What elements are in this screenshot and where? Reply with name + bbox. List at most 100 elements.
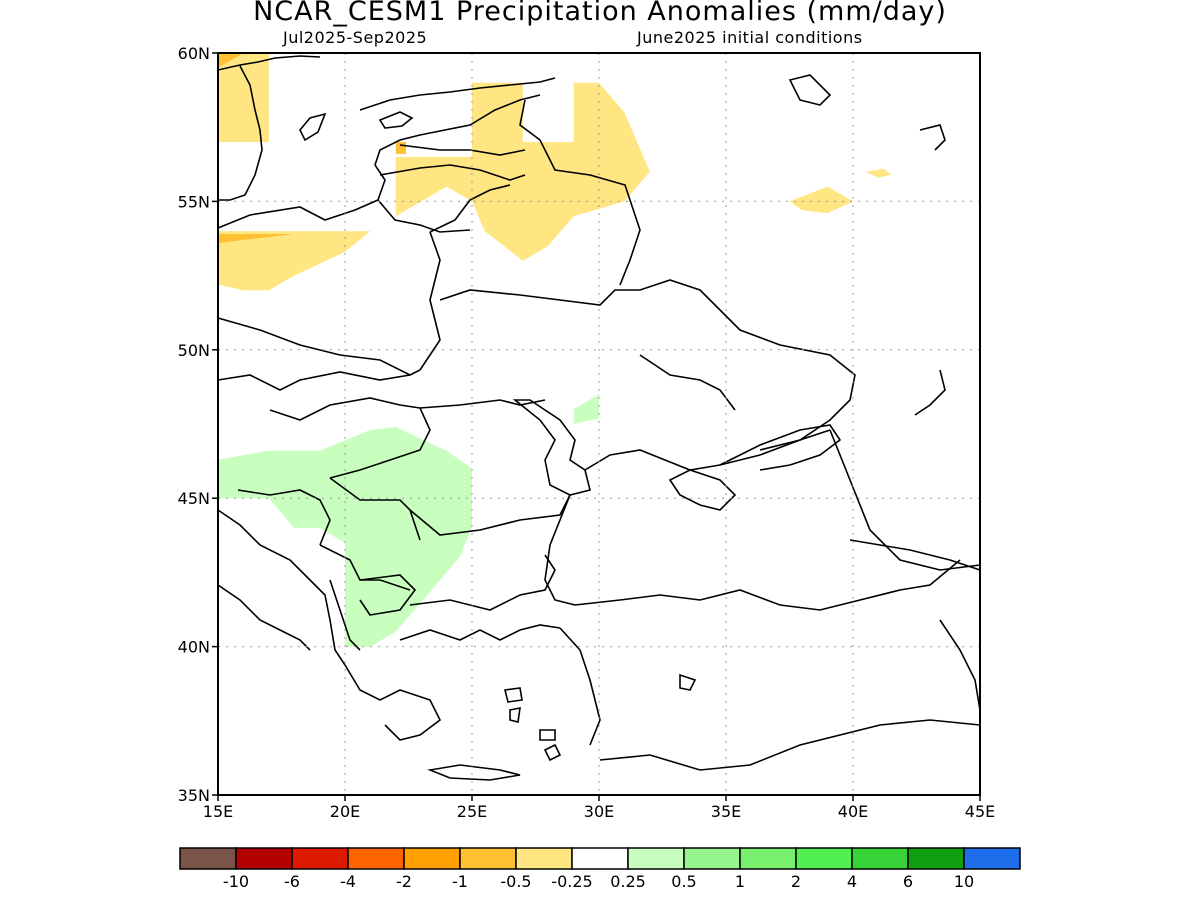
anomaly-region-dry-baltic: [395, 82, 650, 261]
colorbar-label: 0.5: [671, 872, 696, 891]
colorbar-label: 10: [954, 872, 974, 891]
coastline-black-sea-west: [544, 494, 576, 606]
colorbar-swatch: [347, 847, 405, 870]
border-czech-slovakia: [217, 371, 411, 391]
border-belarus-ukraine: [439, 279, 721, 311]
anomaly-region-wet-balkans: [218, 427, 472, 647]
border-estonia-russia: [519, 99, 631, 201]
lat-tick-label: 50N: [178, 341, 210, 360]
lake-tuz: [679, 673, 697, 691]
anomaly-region-wet-moldova: [573, 394, 599, 424]
river-volga-reservoir: [788, 74, 832, 106]
colorbar-swatch: [459, 847, 517, 870]
coastline-sweden: [217, 55, 321, 201]
colorbar-swatch: [291, 847, 349, 870]
colorbar-swatch: [683, 847, 741, 870]
colorbar-swatch: [627, 847, 685, 870]
border-moldova: [512, 399, 591, 496]
colorbar-label: -1: [452, 872, 468, 891]
coastline-gulf-finland: [359, 77, 556, 111]
coastline-caucasus: [829, 429, 981, 571]
border-romania-bulgaria: [409, 494, 571, 536]
island-lesbos: [504, 687, 523, 703]
colorbar-swatch: [907, 847, 965, 870]
colorbar-swatch: [235, 847, 293, 870]
lat-tick-label: 55N: [178, 192, 210, 211]
colorbar-label: 6: [903, 872, 913, 891]
colorbar-label: 2: [791, 872, 801, 891]
border-turkey-syria: [599, 719, 981, 771]
border-caucasus: [849, 539, 981, 571]
coastline-saaremaa: [378, 111, 414, 129]
coastline-adriatic: [217, 509, 346, 666]
colorbar-swatch: [515, 847, 573, 870]
anomaly-region-dry-scandinavia: [218, 53, 269, 142]
lon-tick-label: 40E: [838, 802, 868, 821]
border-romania-ukraine: [419, 399, 546, 409]
initial-conditions-label: June2025 initial conditions: [637, 28, 863, 47]
lat-tick-label: 40N: [178, 638, 210, 657]
border-latvia-lithuania: [379, 164, 526, 181]
island-crete: [427, 764, 521, 781]
island-chios: [509, 706, 521, 723]
chart-title: NCAR_CESM1 Precipitation Anomalies (mm/d…: [253, 0, 947, 27]
border-poland-belarus: [419, 231, 441, 371]
anomaly-region-dry-russia-east-small: [865, 168, 892, 178]
anomaly-region-dry-russia-east: [789, 186, 853, 214]
anomaly-shading-layer: [218, 53, 892, 647]
lon-tick-label: 35E: [711, 802, 741, 821]
colorbar-label: -0.5: [500, 872, 531, 891]
coastline-baltic-east: [374, 94, 541, 201]
coastline-aegean-north: [399, 624, 561, 641]
colorbar-label: -10: [223, 872, 249, 891]
island-rhodes: [543, 743, 562, 762]
lon-tick-label: 30E: [584, 802, 614, 821]
river-volga-south: [914, 369, 946, 416]
coastline-italy-east: [217, 584, 311, 651]
colorbar-swatch: [403, 847, 461, 870]
colorbar-label: -4: [340, 872, 356, 891]
colorbar-label: -0.25: [551, 872, 592, 891]
lon-tick-label: 15E: [203, 802, 233, 821]
river-volga-east: [919, 124, 946, 151]
colorbar-swatch: [571, 847, 629, 870]
colorbar-swatch: [739, 847, 797, 870]
lat-tick-label: 35N: [178, 786, 210, 805]
border-lithuania-belarus: [429, 184, 511, 233]
lon-tick-label: 20E: [330, 802, 360, 821]
colorbar-swatch: [795, 847, 853, 870]
border-bulgaria-greece: [409, 554, 556, 611]
border-macedonia: [359, 574, 417, 616]
anomaly-region-dry-scandinavia-edge: [218, 53, 244, 68]
border-belarus-russia: [619, 199, 641, 286]
anomaly-region-dry-poland-north: [218, 231, 371, 291]
coastline-greece: [344, 664, 442, 741]
border-poland-south: [217, 317, 421, 376]
border-estonia-latvia: [399, 144, 526, 156]
coastlines-borders-layer: [217, 55, 981, 781]
border-hungary-romania: [329, 407, 431, 479]
colorbar-label: 4: [847, 872, 857, 891]
lon-tick-label: 25E: [457, 802, 487, 821]
colorbar-label: 0.25: [610, 872, 646, 891]
coastline-gotland: [299, 112, 327, 142]
coastline-crimea: [668, 469, 737, 511]
coastline-turkey-west: [559, 627, 601, 746]
border-croatia-bosnia: [237, 489, 331, 546]
coastline-azov: [719, 424, 842, 471]
colorbar-label: 1: [735, 872, 745, 891]
coastline-baltic-south: [217, 199, 471, 233]
colorbar-swatch: [179, 847, 237, 870]
border-serbia-romania: [329, 477, 421, 541]
colorbar-swatch: [963, 847, 1021, 870]
coastline-black-sea-south: [574, 559, 961, 611]
forecast-period: Jul2025-Sep2025: [283, 28, 428, 47]
river-don: [639, 354, 736, 411]
border-ukraine-russia: [719, 309, 856, 451]
lat-tick-label: 60N: [178, 44, 210, 63]
anomaly-region-dry-baltic-edge: [395, 142, 406, 154]
island-samos: [539, 729, 556, 741]
colorbar-label: -6: [284, 872, 300, 891]
lon-tick-label: 45E: [965, 802, 995, 821]
